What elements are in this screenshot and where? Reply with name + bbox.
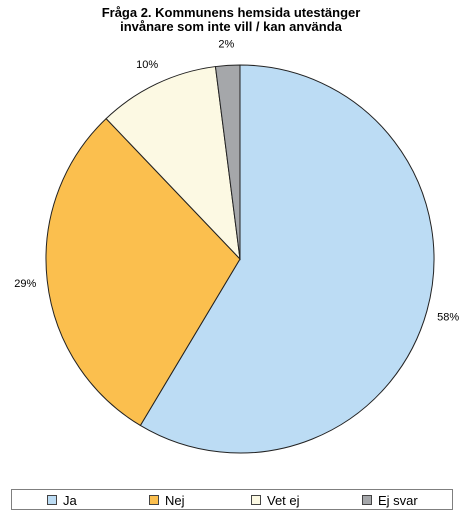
chart-title-line-2: invånare som inte vill / kan använda bbox=[120, 19, 342, 34]
legend-item-ja: Ja bbox=[47, 492, 77, 508]
pie-chart: 58% 29% 10% 2% bbox=[14, 38, 459, 454]
chart-title: Fråga 2. Kommunens hemsida utestänger in… bbox=[0, 6, 462, 34]
data-label-ej-svar: 2% bbox=[218, 38, 234, 50]
legend-item-vet-ej: Vet ej bbox=[251, 492, 300, 508]
legend-label-ja: Ja bbox=[63, 492, 77, 508]
legend-swatch-ej-svar bbox=[362, 495, 372, 505]
legend-swatch-vet-ej bbox=[251, 495, 261, 505]
legend-label-nej: Nej bbox=[165, 492, 185, 508]
data-label-vet-ej: 10% bbox=[136, 59, 158, 71]
legend-label-ej-svar: Ej svar bbox=[378, 492, 418, 508]
legend-label-vet-ej: Vet ej bbox=[267, 492, 300, 508]
pie-slice-vet-ej bbox=[105, 66, 241, 261]
legend-swatch-nej bbox=[149, 495, 159, 505]
pie-slice-nej bbox=[45, 117, 241, 427]
chart-title-line-1: Fråga 2. Kommunens hemsida utestänger bbox=[101, 5, 361, 20]
data-label-nej: 29% bbox=[14, 278, 36, 290]
legend-item-ej-svar: Ej svar bbox=[362, 492, 418, 508]
pie-slice-ja bbox=[139, 64, 435, 454]
legend-swatch-ja bbox=[47, 495, 57, 505]
legend: Ja Nej Vet ej Ej svar bbox=[11, 489, 453, 510]
legend-item-nej: Nej bbox=[149, 492, 185, 508]
data-label-ja: 58% bbox=[437, 312, 459, 324]
pie-slice-ej-svar bbox=[214, 64, 241, 260]
